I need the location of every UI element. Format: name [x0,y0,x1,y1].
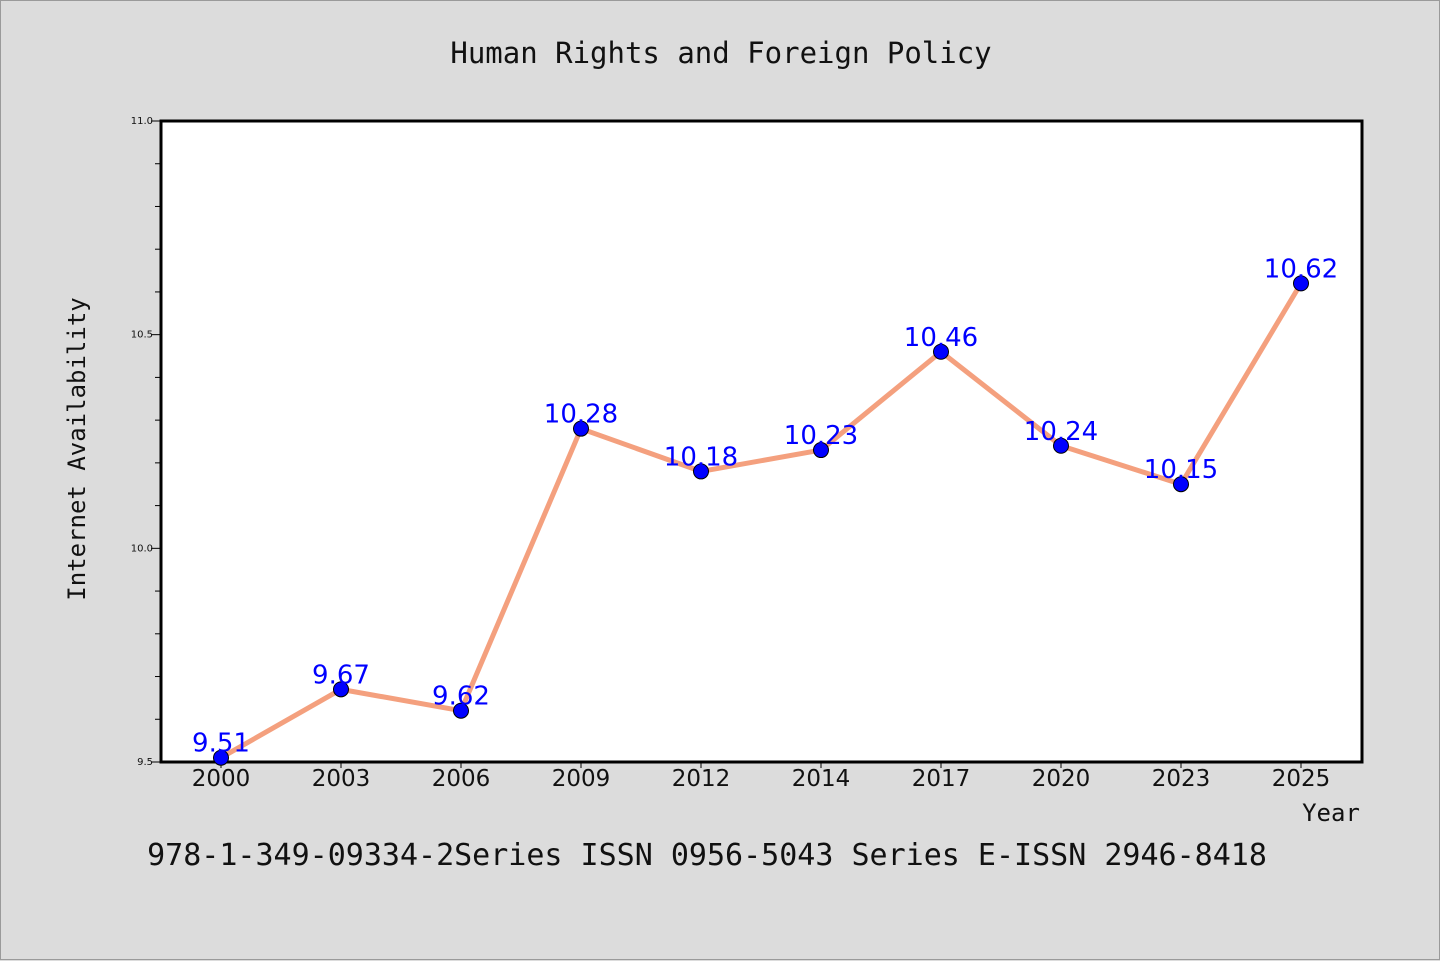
data-label: 10.46 [904,323,978,353]
x-tick-label: 2020 [1032,766,1091,792]
x-tick-label: 2017 [912,766,971,792]
data-label: 9.62 [432,682,490,712]
data-point [813,442,829,459]
data-labels: 9.51 9.67 9.62 10.28 10.18 10.23 10.46 10.24 10.… [192,254,1338,758]
x-tick-label: 2023 [1152,766,1211,792]
data-point [1173,476,1189,493]
y-axis-label: Internet Availability [63,297,91,600]
data-label: 9.51 [192,729,250,759]
y-tick-label: 11.0 [131,116,153,127]
data-point [693,463,709,480]
data-label: 10.15 [1144,455,1218,485]
data-point [453,702,469,719]
data-point [213,749,229,766]
x-tick-label: 2012 [672,766,731,792]
data-point [1293,275,1309,292]
y-tick-label: 10.0 [131,543,153,554]
chart-title: Human Rights and Foreign Policy [450,36,991,70]
y-tick-label: 10.5 [131,330,153,341]
y-tick-label: 9.5 [137,757,153,768]
x-tick-label: 2025 [1272,766,1331,792]
data-label: 10.28 [544,400,618,430]
y-axis: 9.5 10.0 10.5 11.0 [131,116,161,768]
data-point [573,420,589,437]
data-label: 9.67 [312,660,370,690]
x-tick-label: 2009 [552,766,611,792]
plot-area [159,119,1364,764]
x-tick-label: 2000 [192,766,251,792]
x-axis-label: Year [1302,799,1360,827]
data-point [933,343,949,360]
x-axis: 2000 2003 2006 2009 2012 2014 2017 2020 2023 2025 [192,762,1331,792]
series-markers [213,275,1309,766]
data-point [333,681,349,698]
x-tick-label: 2003 [312,766,371,792]
data-point [1053,437,1069,454]
x-tick-label: 2014 [792,766,851,792]
footer-text: 978-1-349-09334-2Series ISSN 0956-5043 S… [147,838,1267,873]
data-label: 10.62 [1264,254,1338,284]
data-label: 10.23 [784,421,858,451]
series-line [219,282,1304,760]
data-label: 10.24 [1024,417,1098,447]
data-label: 10.18 [664,442,738,472]
x-tick-label: 2006 [432,766,491,792]
